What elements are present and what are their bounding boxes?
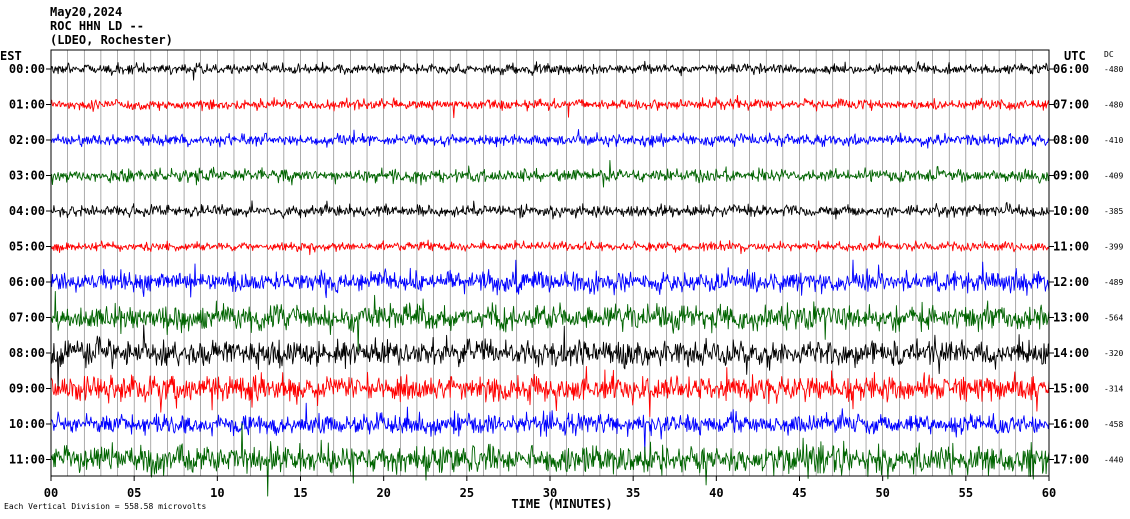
trace-row-1100 [50,423,1050,497]
utc-hour-label: 12:00 [1053,275,1089,289]
utc-hour-label: 17:00 [1053,453,1089,467]
trace-row-0500 [50,235,1050,256]
utc-hour-label: 06:00 [1053,62,1089,76]
utc-hour-label: 14:00 [1053,346,1089,360]
utc-axis-title: UTC [1064,49,1086,63]
est-hour-label: 07:00 [9,311,45,325]
x-axis-title: TIME (MINUTES) [511,497,612,511]
dc-offset-label: -489 [1104,278,1123,287]
trace-row-0700 [50,290,1050,352]
utc-hour-label: 08:00 [1053,133,1089,147]
est-hour-label: 06:00 [9,275,45,289]
x-tick-label: 55 [959,486,973,500]
scale-note: Each Vertical Division = 558.58 microvol… [4,502,206,511]
x-tick-label: 20 [376,486,390,500]
chart-date: May20,2024 [50,5,123,19]
est-hour-label: 04:00 [9,204,45,218]
est-hour-label: 08:00 [9,346,45,360]
dc-offset-label: -409 [1104,172,1123,181]
est-hour-label: 02:00 [9,133,45,147]
est-axis-title: EST [0,49,22,63]
trace-row-0400 [50,200,1050,220]
utc-hour-label: 10:00 [1053,204,1089,218]
est-hour-label: 11:00 [9,453,45,467]
x-tick-label: 15 [293,486,307,500]
utc-hour-label: 07:00 [1053,98,1089,112]
dc-offset-label: -410 [1104,136,1123,145]
x-tick-label: 60 [1042,486,1056,500]
est-hour-label: 09:00 [9,382,45,396]
trace-row-1000 [50,402,1050,454]
x-tick-label: 05 [127,486,141,500]
trace-row-0300 [50,159,1050,188]
trace-row-0200 [50,129,1050,149]
dc-offset-label: -564 [1104,314,1123,323]
trace-row-0800 [50,324,1050,391]
est-hour-label: 03:00 [9,169,45,183]
est-hour-label: 01:00 [9,98,45,112]
est-hour-label: 10:00 [9,417,45,431]
dc-offset-label: -320 [1104,349,1123,358]
seismic-traces [50,60,1050,497]
est-hour-label: 05:00 [9,240,45,254]
x-tick-label: 45 [792,486,806,500]
utc-hour-label: 09:00 [1053,169,1089,183]
trace-row-0600 [50,259,1050,299]
x-tick-label: 25 [460,486,474,500]
dc-offset-label: -440 [1104,456,1123,465]
trace-row-0000 [50,60,1050,81]
axis-labels: 00:00 06:00 -480 01:00 07:00 -480 02:00 08:00 -4… [0,49,1123,511]
station-code: ROC HHN LD -- [50,19,144,33]
x-tick-label: 10 [210,486,224,500]
dc-offset-label: -385 [1104,207,1123,216]
dc-offset-label: -480 [1104,101,1123,110]
station-location: (LDEO, Rochester) [50,33,173,47]
trace-row-0100 [50,95,1050,119]
time-gridlines [67,50,1033,476]
x-tick-label: 30 [543,486,557,500]
utc-hour-label: 11:00 [1053,240,1089,254]
utc-hour-label: 13:00 [1053,311,1089,325]
dc-offset-label: -399 [1104,243,1123,252]
x-tick-label: 35 [626,486,640,500]
x-tick-label: 40 [709,486,723,500]
trace-row-0900 [50,366,1050,418]
x-tick-label: 00 [44,486,58,500]
est-hour-label: 00:00 [9,62,45,76]
dc-offset-label: -480 [1104,65,1123,74]
x-tick-label: 50 [875,486,889,500]
dc-column-title: DC [1104,50,1114,59]
dc-offset-label: -458 [1104,420,1123,429]
utc-hour-label: 16:00 [1053,417,1089,431]
dc-offset-label: -314 [1104,385,1123,394]
utc-hour-label: 15:00 [1053,382,1089,396]
